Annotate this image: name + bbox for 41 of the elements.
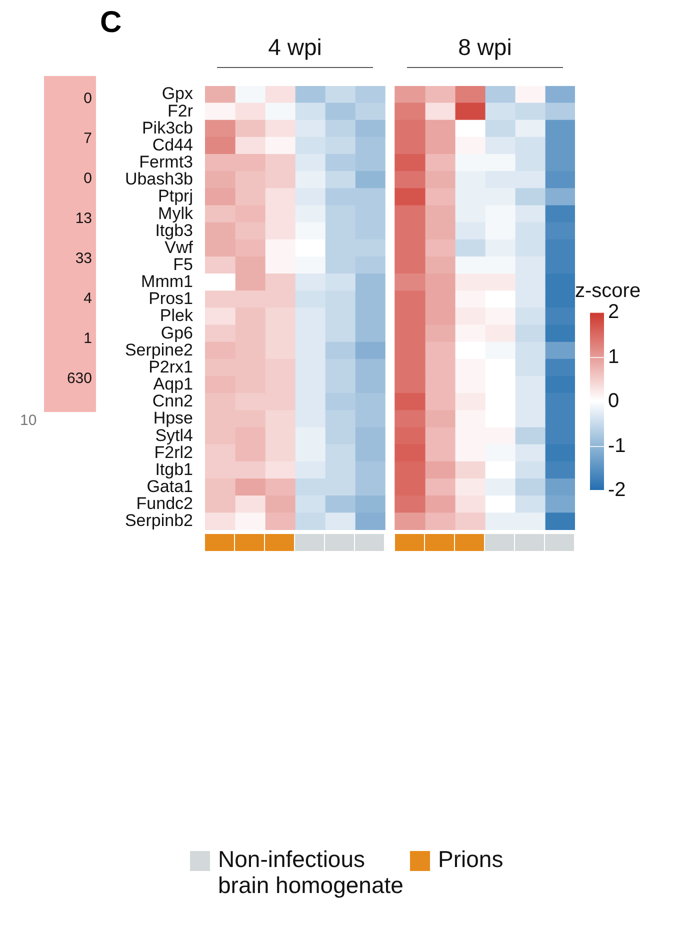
color-bar-label: 2 <box>608 301 620 323</box>
text: 4 <box>82 290 92 307</box>
color-bar-label: -2 <box>608 479 626 501</box>
color-bar-title: z-score <box>575 280 641 303</box>
y-tick-label: Cnn2 <box>152 392 193 411</box>
y-tick-label: Cd44 <box>152 135 193 154</box>
y-tick-label: F2r <box>168 101 194 120</box>
color-bar-label: 0 <box>608 390 620 412</box>
text: 8 wpi <box>406 34 563 68</box>
y-tick-label: Mmm1 <box>141 272 193 292</box>
y-tick-label: Plek <box>160 306 194 326</box>
text: Prions <box>438 846 504 872</box>
text: 1 <box>82 330 92 347</box>
y-tick-label: Gpx <box>162 84 194 104</box>
color-bar-label: -1 <box>608 434 626 456</box>
y-tick-label: F5 <box>173 254 193 274</box>
text: 630 <box>66 370 92 387</box>
y-tick-label: Sytl4 <box>155 426 193 445</box>
y-tick-label: Gp6 <box>160 323 193 342</box>
text: 4 wpi <box>217 34 374 68</box>
color-bar-label: 1 <box>608 346 620 368</box>
text: 7 <box>82 130 92 147</box>
y-tick-label: Hpse <box>153 408 193 428</box>
y-tick-label: Ptprj <box>158 186 193 206</box>
text: 0 <box>82 170 92 187</box>
y-tick-label: Pik3cb <box>142 118 193 138</box>
text: 13 <box>74 210 92 227</box>
text: 10 <box>20 412 37 429</box>
y-tick-label: Pros1 <box>148 289 193 308</box>
y-tick-label: Fermt3 <box>139 152 193 172</box>
y-tick-label: Mylk <box>158 204 194 223</box>
text: Non-infectious brain homogenate <box>218 846 404 898</box>
text: 33 <box>74 250 92 267</box>
text: C <box>100 6 122 40</box>
text: 0 <box>82 90 92 107</box>
y-tick-label: P2rx1 <box>148 357 193 376</box>
y-tick-label: Ubash3b <box>124 170 193 189</box>
y-tick-label: Fundc2 <box>136 494 193 514</box>
y-tick-label: Aqp1 <box>153 374 193 394</box>
y-tick-label: Itgb1 <box>155 460 193 479</box>
y-tick-label: Serpinb2 <box>124 511 193 530</box>
